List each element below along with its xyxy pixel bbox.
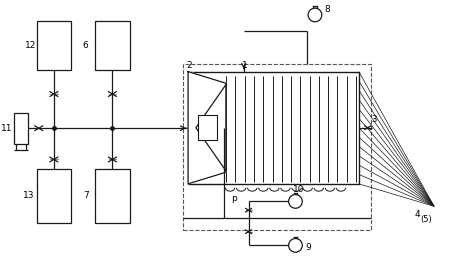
Bar [183, 64, 370, 230]
Text: 6: 6 [83, 41, 89, 50]
Text: 13: 13 [23, 191, 35, 200]
Circle shape [289, 195, 302, 208]
Text: 7: 7 [84, 191, 89, 200]
Text: p: p [231, 194, 237, 203]
Text: 2: 2 [186, 61, 192, 70]
Text: 9: 9 [305, 243, 311, 252]
Circle shape [308, 8, 322, 22]
Text: 4: 4 [415, 210, 420, 219]
Text: 1: 1 [242, 61, 247, 70]
Text: 3: 3 [371, 115, 377, 124]
Bar [15, 113, 28, 144]
Bar [37, 21, 71, 70]
Bar [95, 169, 129, 223]
Bar [37, 169, 71, 223]
Polygon shape [188, 72, 226, 184]
Text: 10: 10 [292, 185, 304, 194]
Text: 8: 8 [325, 5, 331, 14]
Bar [188, 72, 359, 184]
Text: 11: 11 [1, 124, 12, 133]
Circle shape [289, 239, 302, 252]
Text: 12: 12 [25, 41, 36, 50]
Bar [198, 115, 217, 140]
Bar [95, 21, 129, 70]
Text: (5): (5) [420, 215, 432, 224]
